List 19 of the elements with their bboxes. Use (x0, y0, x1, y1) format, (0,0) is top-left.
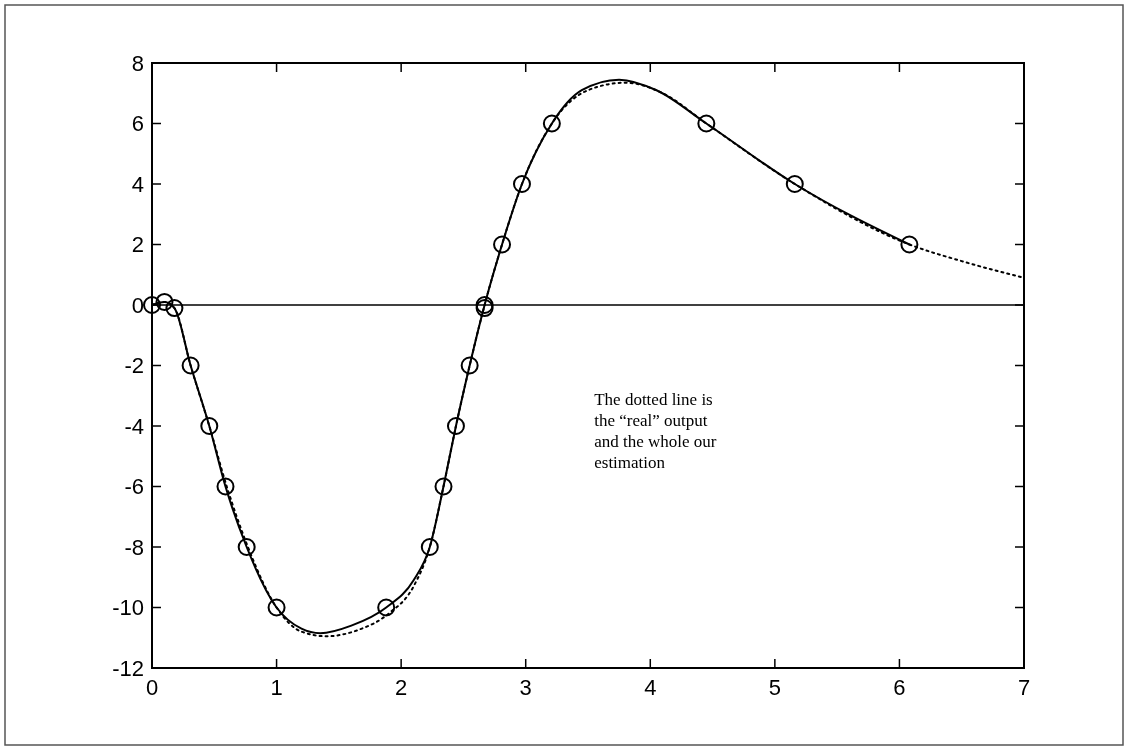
x-tick-label: 6 (893, 675, 906, 700)
annotation: The dotted line is the “real” output and the whole our estimation (594, 389, 717, 472)
y-tick-label: -4 (124, 413, 144, 439)
y-tick-label: -8 (124, 534, 144, 560)
y-tick-label: 8 (131, 50, 144, 76)
x-tick-label: 4 (644, 675, 657, 700)
x-tick-label: 1 (270, 675, 283, 700)
x-tick-label: 7 (1017, 675, 1031, 700)
x-tick-label: 3 (519, 675, 532, 700)
y-tick-label: 4 (131, 171, 144, 197)
y-tick-label: -2 (124, 353, 144, 379)
y-tick-label: 0 (131, 292, 144, 318)
y-tick-label: -12 (112, 655, 144, 681)
y-tick-label: -10 (112, 595, 144, 621)
x-tick-label: 5 (768, 675, 781, 700)
x-tick-label: 2 (395, 675, 408, 700)
y-tick-label: 6 (131, 111, 144, 137)
y-tick-label: -6 (124, 474, 144, 500)
y-tick-label: 2 (131, 232, 144, 258)
